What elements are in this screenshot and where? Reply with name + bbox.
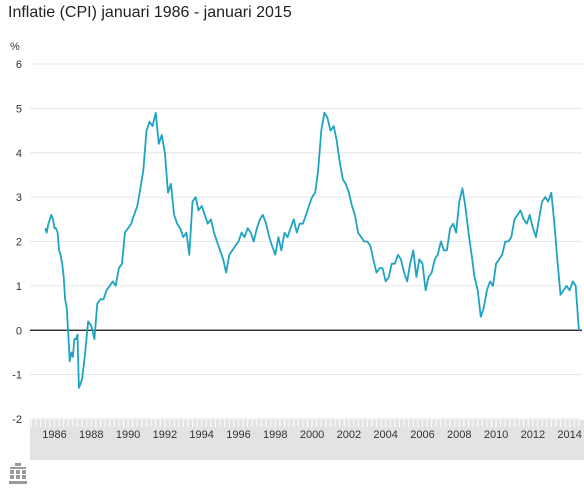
y-tick-label: 6 bbox=[16, 59, 22, 71]
x-tick-label: 2000 bbox=[300, 429, 324, 441]
x-tick-label: 2006 bbox=[410, 429, 434, 441]
y-tick-label: 1 bbox=[16, 281, 22, 293]
x-tick-label: 2014 bbox=[557, 429, 581, 441]
y-tick-labels: 6 5 4 3 2 1 0 -1 -2 bbox=[12, 59, 22, 426]
series-line bbox=[44, 111, 580, 389]
x-tick-label: 2004 bbox=[373, 429, 397, 441]
x-tick-label: 1994 bbox=[189, 429, 213, 441]
x-tick-labels: 1986 1988 1990 1992 1994 1996 1998 2000 2002 2004… bbox=[42, 429, 582, 441]
x-tick-label: 1990 bbox=[116, 429, 140, 441]
x-tick-label: 2008 bbox=[447, 429, 471, 441]
y-tick-label: 5 bbox=[16, 103, 22, 115]
y-tick-label: 0 bbox=[16, 325, 22, 337]
x-tick-label: 2012 bbox=[521, 429, 545, 441]
x-tick-label: 1996 bbox=[226, 429, 250, 441]
chart-title: Inflatie (CPI) januari 1986 - januari 20… bbox=[8, 4, 292, 21]
x-tick-label: 1988 bbox=[79, 429, 103, 441]
y-tick-label: -1 bbox=[12, 370, 22, 382]
series-layer bbox=[30, 111, 582, 389]
y-tick-label: -2 bbox=[12, 414, 22, 426]
x-tick-label: 1998 bbox=[263, 429, 287, 441]
x-tick-label: 1986 bbox=[42, 429, 66, 441]
y-axis-unit-label: % bbox=[10, 41, 20, 53]
cbs-logo-icon bbox=[9, 463, 27, 484]
y-tick-label: 2 bbox=[16, 237, 22, 249]
gridlines bbox=[30, 63, 582, 420]
x-axis-band bbox=[30, 420, 584, 460]
x-tick-label: 2002 bbox=[337, 429, 361, 441]
y-tick-label: 4 bbox=[16, 148, 22, 160]
x-tick-label: 1992 bbox=[153, 429, 177, 441]
y-tick-label: 3 bbox=[16, 192, 22, 204]
x-tick-label: 2010 bbox=[484, 429, 508, 441]
